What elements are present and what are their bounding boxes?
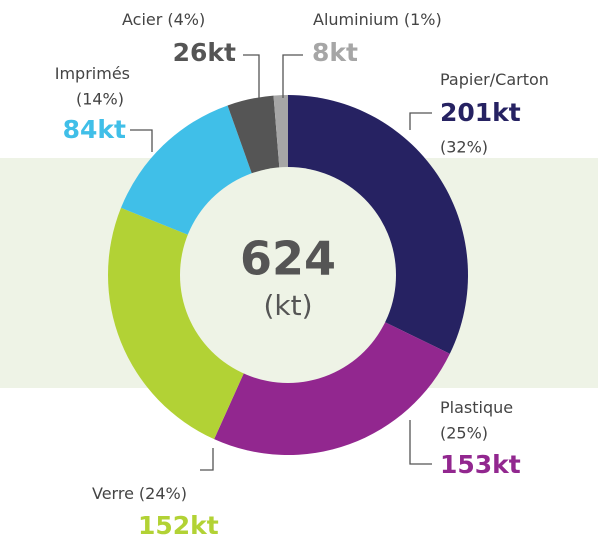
value-label: 153kt xyxy=(440,450,521,479)
unit: (kt) xyxy=(263,289,312,322)
value-label: 84kt xyxy=(63,115,126,144)
category-label: Papier/Carton xyxy=(440,70,549,89)
category-label: Plastique xyxy=(440,398,513,417)
leader xyxy=(130,129,153,152)
total: 624 xyxy=(240,232,336,286)
category-name: Verre xyxy=(92,484,134,503)
value-label: 26kt xyxy=(173,38,236,67)
category-label: Aluminium (1%) xyxy=(313,10,442,29)
percent-label: (24%) xyxy=(139,484,187,503)
category-label: Imprimés xyxy=(55,64,130,83)
leader xyxy=(409,112,432,130)
leader xyxy=(282,54,303,98)
percent-label: (4%) xyxy=(167,10,205,29)
category-name: Plastique xyxy=(440,398,513,417)
category-name: Imprimés xyxy=(55,64,130,83)
percent-label: (25%) xyxy=(440,424,488,443)
category-label: Acier (4%) xyxy=(122,10,205,29)
value-label: 201kt xyxy=(440,98,521,127)
leader xyxy=(409,420,432,465)
percent-label: (32%) xyxy=(440,138,488,157)
leader xyxy=(243,54,260,98)
percent-label: (1%) xyxy=(404,10,442,29)
value-label: 8kt xyxy=(312,38,358,67)
donut-hole xyxy=(180,167,396,383)
category-name: Papier/Carton xyxy=(440,70,549,89)
category-name: Acier xyxy=(122,10,163,29)
leader xyxy=(200,448,214,471)
percent-label: (14%) xyxy=(76,90,124,109)
category-name: Aluminium xyxy=(313,10,399,29)
category-label: Verre (24%) xyxy=(92,484,187,503)
value-label: 152kt xyxy=(138,511,219,540)
